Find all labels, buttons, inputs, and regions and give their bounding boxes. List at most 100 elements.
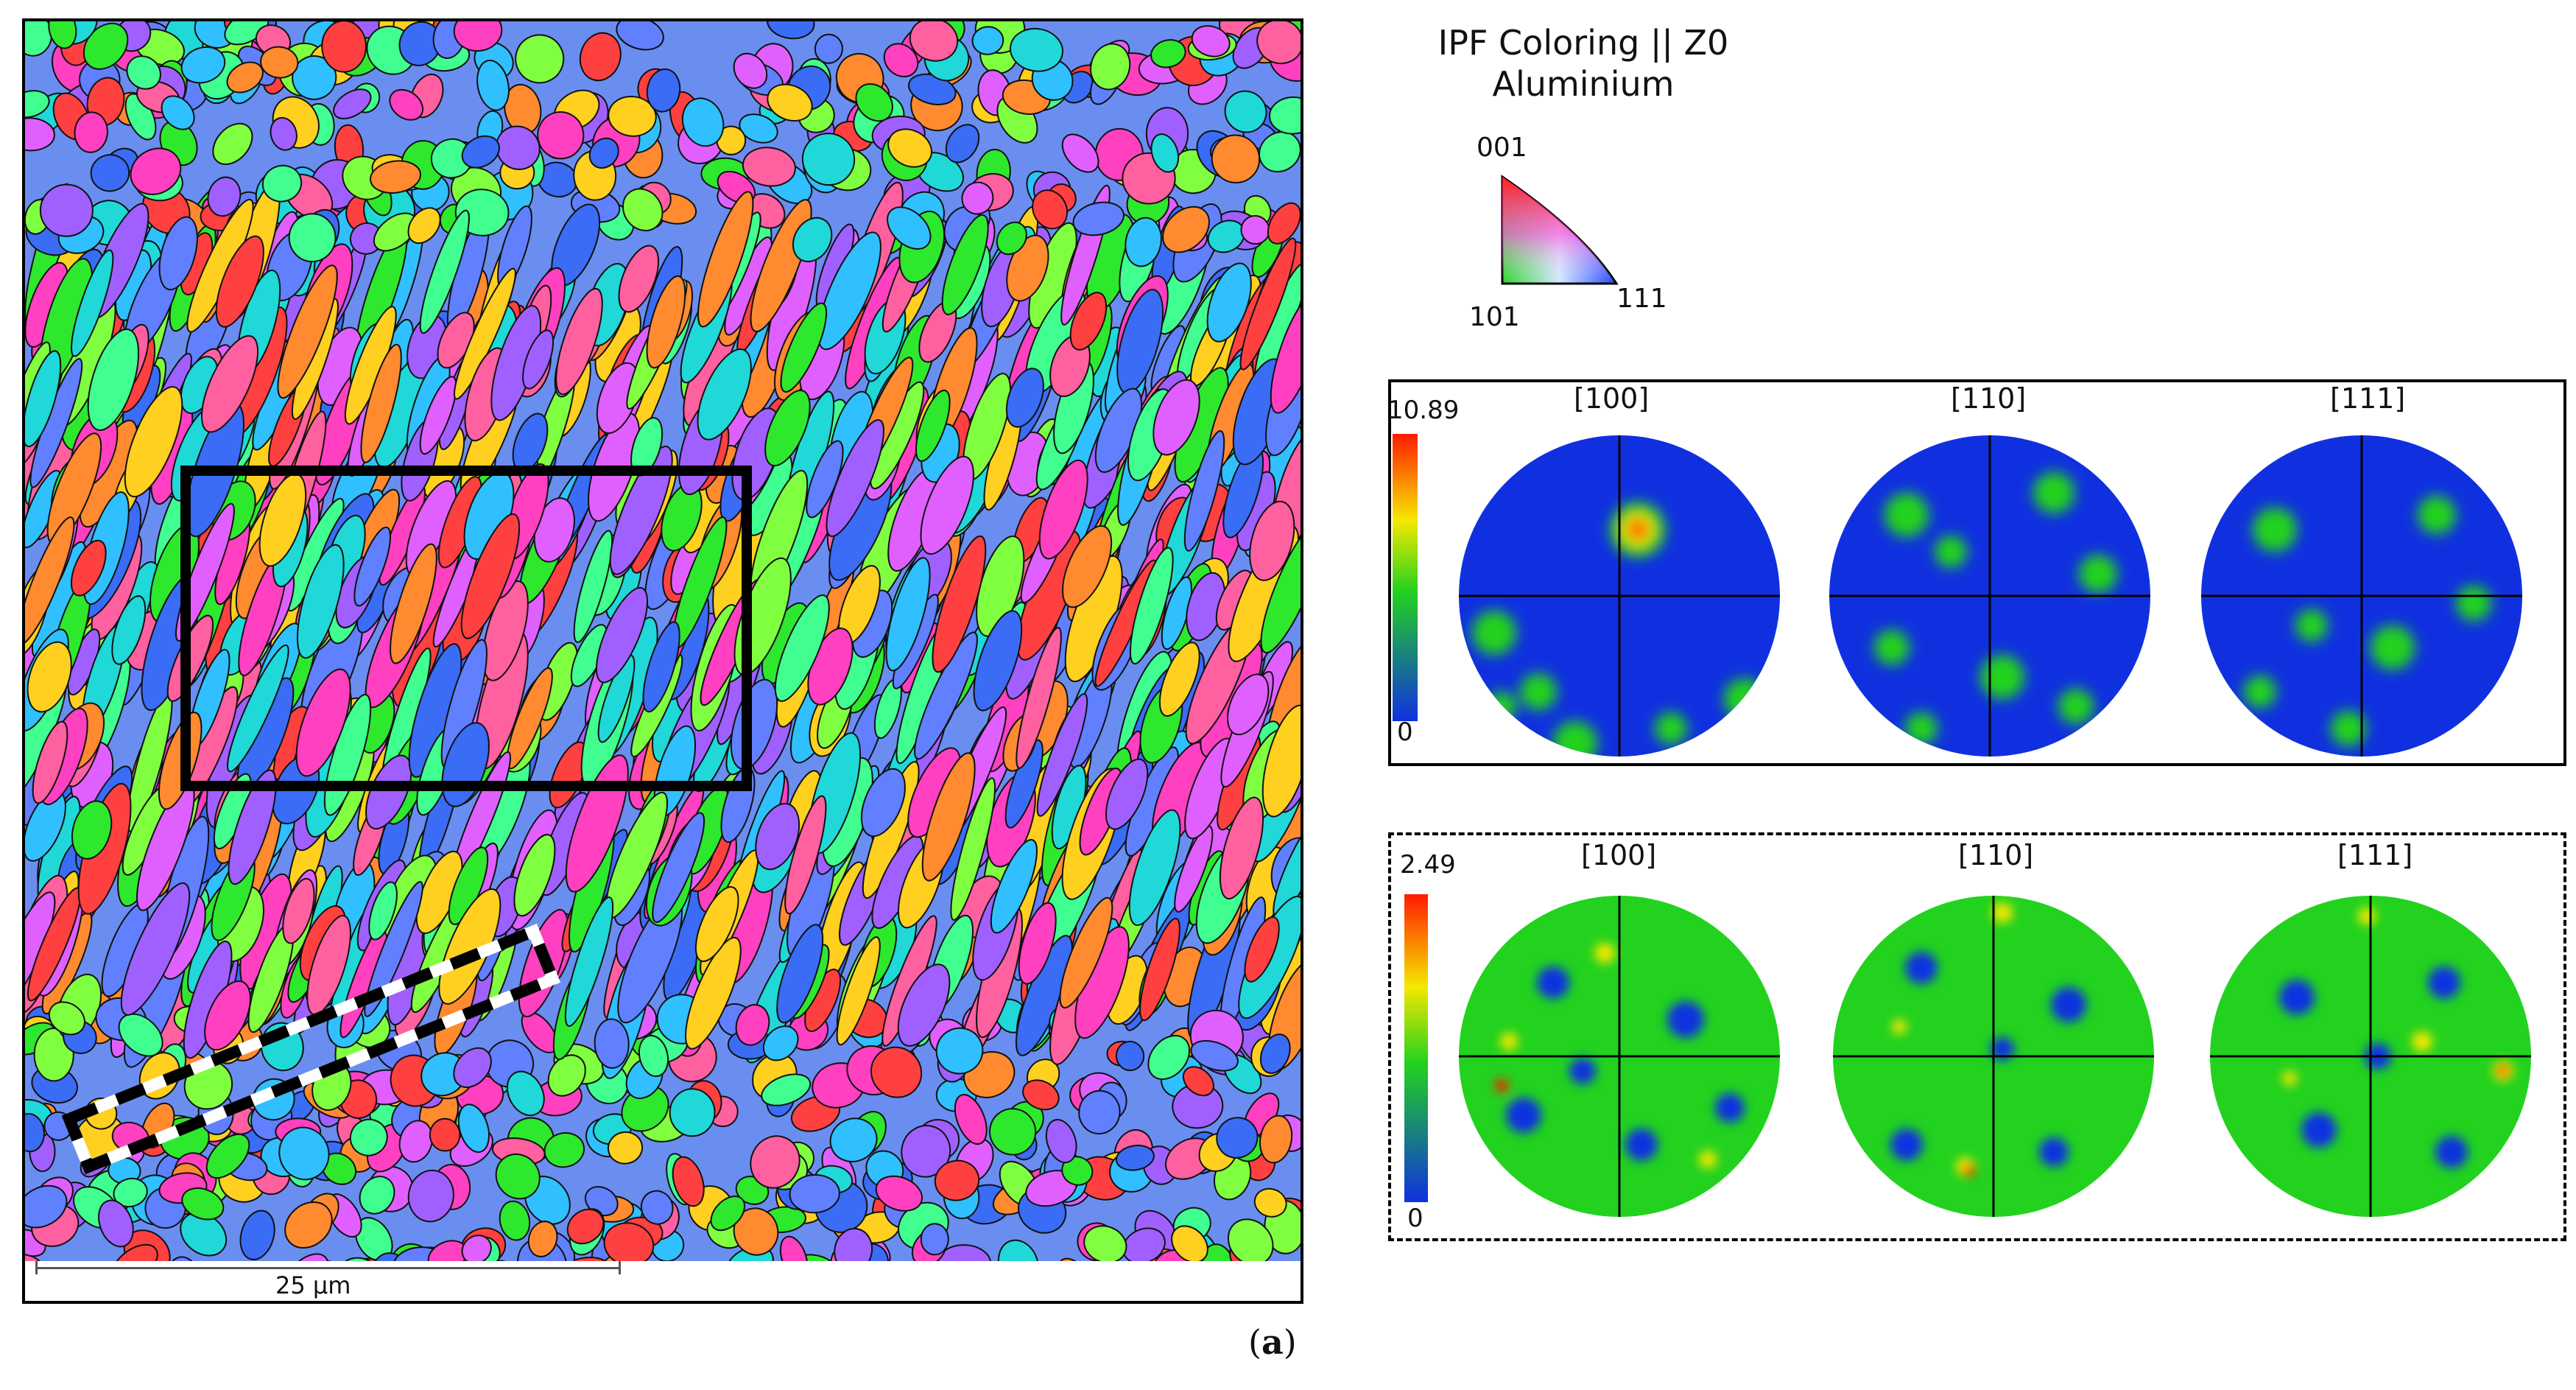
grain — [789, 1173, 840, 1214]
grain — [588, 137, 619, 169]
grain — [694, 886, 739, 962]
grain — [1115, 1145, 1155, 1171]
grain — [640, 1190, 674, 1225]
grain — [429, 1117, 461, 1152]
grain — [622, 188, 664, 231]
grain — [1256, 21, 1301, 65]
grain — [1216, 1117, 1259, 1159]
grain — [996, 221, 1027, 256]
grain — [1129, 547, 1174, 665]
grain — [1147, 1034, 1191, 1081]
grain — [270, 116, 298, 151]
grain — [1219, 796, 1264, 900]
grain — [901, 1125, 951, 1178]
grain — [368, 881, 398, 941]
grain — [935, 1027, 984, 1075]
grain — [205, 1133, 250, 1179]
grain — [973, 610, 1023, 712]
grain — [1150, 133, 1180, 173]
grain — [407, 1169, 454, 1223]
grain — [98, 1199, 134, 1248]
grain — [609, 446, 673, 575]
grain — [288, 213, 337, 263]
grain — [453, 21, 503, 52]
grain — [111, 595, 147, 665]
grain — [594, 1018, 630, 1069]
ipf-vertex-101: 101 — [1469, 302, 1520, 332]
grain — [1259, 131, 1301, 173]
grain — [1191, 25, 1231, 57]
grain — [496, 125, 541, 170]
grain — [990, 839, 1038, 934]
grain — [1260, 520, 1301, 654]
grain — [564, 896, 614, 1027]
grain — [897, 963, 951, 1047]
grain — [1022, 1079, 1060, 1111]
grain — [295, 668, 351, 777]
grain — [74, 111, 108, 153]
grain — [762, 1025, 799, 1061]
grain — [333, 88, 372, 119]
grain — [1270, 291, 1301, 414]
grain — [461, 135, 500, 169]
grain — [595, 586, 649, 684]
ebsd-orientation-map — [22, 18, 1303, 1304]
grain — [1224, 90, 1267, 133]
grain — [181, 1187, 225, 1221]
grain — [515, 34, 565, 84]
colorbar-min-bottom: 0 — [1407, 1204, 1424, 1233]
grain — [887, 206, 932, 250]
pole-figure-bottom-111 — [2210, 896, 2531, 1217]
grain — [950, 777, 996, 922]
grain — [370, 160, 421, 194]
grain — [750, 1135, 800, 1189]
grain — [742, 147, 796, 187]
grain — [1059, 896, 1113, 1009]
pf-label-bottom-110: [110] — [1958, 839, 2034, 871]
pole-figure-top-111 — [2201, 435, 2522, 757]
grain — [25, 1184, 68, 1229]
grain — [461, 1235, 492, 1265]
grain — [1036, 693, 1088, 817]
grain — [282, 877, 315, 944]
grain — [1139, 917, 1180, 1022]
grain — [1182, 1066, 1214, 1097]
grain — [1269, 96, 1301, 135]
grain — [398, 1120, 433, 1163]
grain — [284, 1201, 333, 1249]
grain — [180, 46, 226, 84]
grain — [1249, 500, 1295, 581]
grain — [710, 1196, 746, 1232]
grain — [389, 88, 424, 121]
grain — [1267, 202, 1301, 245]
ipf-vertex-001: 001 — [1477, 133, 1527, 163]
pole-figure-top-100 — [1459, 435, 1780, 757]
grain — [1032, 189, 1069, 230]
grain — [1211, 134, 1261, 183]
grain — [780, 302, 828, 393]
grain — [646, 275, 686, 369]
grain — [71, 800, 113, 860]
grain — [25, 90, 50, 119]
grain — [207, 176, 242, 217]
scale-bar: 25 µm — [25, 1261, 1301, 1301]
grain — [390, 543, 437, 664]
grain — [735, 1004, 770, 1046]
grain — [180, 1212, 228, 1257]
grain — [1018, 902, 1057, 985]
grain — [934, 1159, 980, 1201]
grain — [989, 1108, 1037, 1156]
grain — [1083, 1225, 1127, 1264]
grain — [359, 1176, 395, 1215]
ipf-vertex-111: 111 — [1616, 284, 1667, 314]
grain — [733, 1207, 779, 1256]
grain — [25, 117, 55, 152]
grain — [457, 1103, 490, 1154]
pf-label-top-110: [110] — [1951, 382, 2027, 415]
grain — [971, 26, 1004, 55]
grain — [607, 1131, 644, 1165]
grain — [204, 980, 251, 1051]
grain — [460, 513, 521, 639]
grain — [296, 544, 345, 659]
grain — [1062, 525, 1113, 608]
